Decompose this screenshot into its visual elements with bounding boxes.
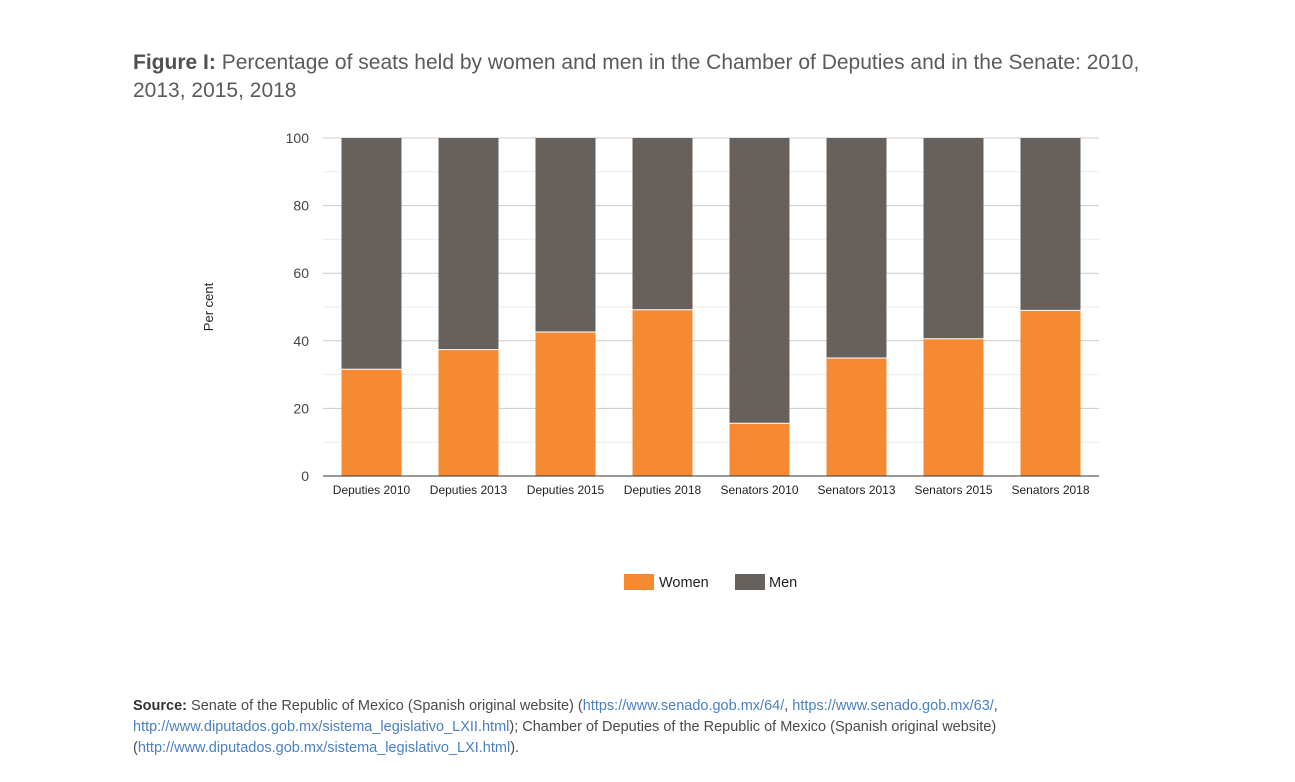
source-link-senado-63[interactable]: https://www.senado.gob.mx/63/ bbox=[792, 698, 994, 714]
source-text-3: ). bbox=[510, 740, 520, 756]
y-tick-label: 80 bbox=[293, 198, 309, 214]
bar-women-senators-2018 bbox=[1020, 310, 1081, 476]
x-tick-label: Deputies 2018 bbox=[624, 483, 702, 497]
bar-men-senators-2013 bbox=[826, 138, 887, 359]
source-link-diputados-lxi[interactable]: http://www.diputados.gob.mx/sistema_legi… bbox=[137, 740, 511, 756]
bar-men-deputies-2018 bbox=[632, 138, 693, 310]
legend: Women Men bbox=[624, 574, 797, 591]
legend-swatch-women bbox=[624, 574, 654, 590]
bar-women-deputies-2015 bbox=[535, 332, 596, 476]
bar-women-deputies-2010 bbox=[341, 369, 402, 476]
legend-swatch-men bbox=[735, 574, 765, 590]
y-tick-label: 0 bbox=[301, 468, 309, 484]
y-axis-ticks: 0 20 40 60 80 100 bbox=[286, 130, 310, 484]
bar-women-senators-2013 bbox=[826, 358, 887, 476]
source-text-1: Senate of the Republic of Mexico (Spanis… bbox=[187, 698, 583, 714]
x-tick-label: Deputies 2015 bbox=[527, 483, 605, 497]
legend-label-men: Men bbox=[769, 575, 797, 591]
source-text-2: ); Chamber of Deputies of the Republic o… bbox=[133, 719, 997, 756]
chart-title: Figure I: Percentage of seats held by wo… bbox=[133, 49, 1163, 105]
bar-women-deputies-2018 bbox=[632, 309, 693, 476]
y-tick-label: 40 bbox=[293, 333, 309, 349]
bar-men-senators-2018 bbox=[1020, 138, 1081, 311]
source-link-senado-64[interactable]: https://www.senado.gob.mx/64/ bbox=[582, 698, 785, 714]
bar-women-senators-2015 bbox=[923, 338, 984, 476]
x-tick-label: Senators 2018 bbox=[1011, 483, 1089, 497]
y-tick-label: 60 bbox=[293, 265, 309, 281]
y-tick-label: 20 bbox=[293, 400, 309, 416]
bar-men-deputies-2015 bbox=[535, 138, 596, 333]
source-link-diputados-lxii[interactable]: http://www.diputados.gob.mx/sistema_legi… bbox=[133, 719, 510, 735]
x-tick-label: Deputies 2010 bbox=[333, 483, 411, 497]
bar-men-deputies-2010 bbox=[341, 138, 402, 370]
x-tick-label: Senators 2015 bbox=[914, 483, 992, 497]
x-axis-ticks: Deputies 2010 Deputies 2013 Deputies 2015 D… bbox=[333, 483, 1090, 497]
bar-women-senators-2010 bbox=[729, 423, 790, 476]
source-note: Source: Senate of the Republic of Mexico… bbox=[133, 696, 1133, 759]
source-lead: Source: bbox=[133, 698, 187, 714]
bars bbox=[341, 138, 1081, 476]
bar-men-deputies-2013 bbox=[438, 138, 499, 350]
x-tick-label: Senators 2013 bbox=[817, 483, 895, 497]
source-sep-2: , bbox=[993, 698, 998, 714]
title-text: Percentage of seats held by women and me… bbox=[133, 51, 1140, 102]
x-tick-label: Senators 2010 bbox=[720, 483, 798, 497]
y-tick-label: 100 bbox=[286, 130, 310, 146]
title-lead: Figure I: bbox=[133, 51, 216, 74]
legend-label-women: Women bbox=[659, 575, 709, 591]
bar-men-senators-2015 bbox=[923, 138, 984, 339]
source-sep-1: , bbox=[784, 698, 793, 714]
bar-men-senators-2010 bbox=[729, 138, 790, 424]
bar-women-deputies-2013 bbox=[438, 349, 499, 476]
x-tick-label: Deputies 2013 bbox=[430, 483, 508, 497]
y-axis-label: Per cent bbox=[201, 282, 216, 331]
